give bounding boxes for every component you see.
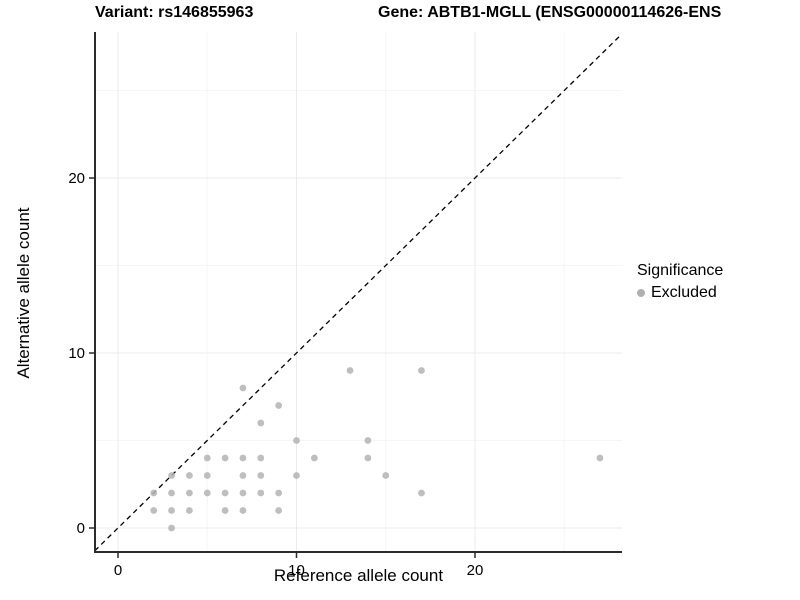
y-axis-title: Alternative allele count [14, 207, 33, 379]
data-point [275, 489, 283, 497]
x-tick-label: 0 [114, 562, 122, 579]
legend-title: Significance [637, 262, 724, 279]
data-point [239, 384, 247, 392]
legend-item-label: Excluded [651, 284, 717, 301]
data-point [221, 454, 229, 462]
data-point [150, 507, 158, 514]
data-point [168, 489, 175, 497]
data-point [168, 507, 175, 514]
plot-title-gene: Gene: ABTB1-MGLL (ENSG00000114626-ENS [378, 4, 722, 21]
data-point [275, 402, 283, 409]
data-point [203, 472, 211, 479]
data-point [275, 507, 283, 514]
data-point [186, 472, 193, 479]
data-point [239, 489, 247, 497]
data-point [257, 454, 265, 462]
data-point [257, 489, 265, 497]
data-point [186, 507, 193, 514]
legend-point-swatch [637, 289, 645, 297]
data-point [596, 454, 604, 462]
y-tick-label: 10 [68, 345, 85, 362]
data-point [168, 472, 175, 479]
legend-item-excluded: Excluded [637, 284, 723, 302]
data-point [203, 489, 211, 497]
data-point [203, 454, 211, 462]
x-axis-title: Reference allele count [273, 566, 444, 585]
data-point [257, 419, 265, 427]
y-tick-label: 0 [77, 520, 85, 537]
data-point [418, 367, 425, 374]
data-point [293, 472, 300, 479]
data-point [221, 507, 229, 514]
data-point [293, 437, 300, 444]
data-point [382, 472, 390, 479]
data-point [310, 454, 318, 462]
data-point [239, 472, 247, 479]
data-point [364, 437, 372, 444]
x-tick-label: 20 [467, 562, 484, 579]
data-point [150, 489, 158, 497]
data-point [257, 472, 265, 479]
data-point [168, 524, 175, 532]
identity-line [94, 34, 622, 552]
data-point [239, 454, 247, 462]
data-point [186, 489, 193, 497]
data-point [364, 454, 372, 462]
data-point [239, 507, 247, 514]
data-point [221, 489, 229, 497]
legend: Significance Excluded [637, 262, 723, 302]
plot-title-variant: Variant: rs146855963 [95, 4, 254, 21]
x-tick-label: 10 [288, 562, 305, 579]
data-point [346, 367, 354, 374]
y-tick-label: 20 [68, 170, 85, 187]
data-point [418, 489, 425, 497]
